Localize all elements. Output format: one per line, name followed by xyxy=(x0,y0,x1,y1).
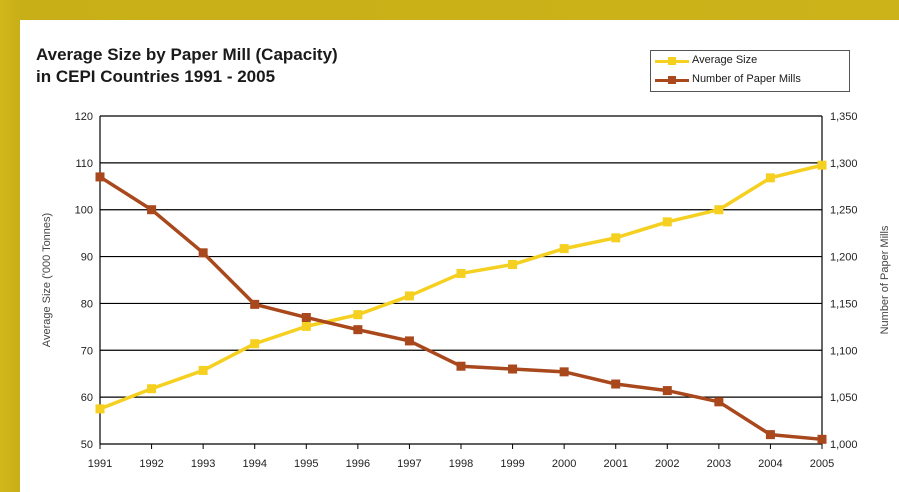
data-point-number-of-paper-mills xyxy=(353,325,363,335)
data-point-average-size xyxy=(95,404,105,414)
y-left-tick-label: 100 xyxy=(75,205,93,217)
data-point-average-size xyxy=(714,205,724,215)
chart-title: Average Size by Paper Mill (Capacity) in… xyxy=(36,44,338,88)
y-left-tick-label: 70 xyxy=(81,345,93,357)
data-point-number-of-paper-mills xyxy=(714,397,724,407)
x-tick-label: 1993 xyxy=(191,458,215,470)
y-right-tick-label: 1,250 xyxy=(830,205,858,217)
x-tick-label: 2003 xyxy=(707,458,731,470)
data-point-average-size xyxy=(456,268,466,278)
series-line-number-of-paper-mills xyxy=(99,175,823,442)
data-point-number-of-paper-mills xyxy=(456,361,466,371)
x-tick-label: 2000 xyxy=(552,458,576,470)
y-left-axis-title: Average Size ('000 Tonnes) xyxy=(41,213,53,347)
data-point-number-of-paper-mills xyxy=(404,336,414,346)
y-left-tick-label: 90 xyxy=(81,252,93,264)
x-tick-label: 1992 xyxy=(139,458,163,470)
legend-label-number-of-paper-mills: Number of Paper Mills xyxy=(692,73,801,85)
y-left-tick-label: 80 xyxy=(81,298,93,310)
data-point-number-of-paper-mills xyxy=(301,312,311,322)
data-point-average-size xyxy=(198,365,208,375)
y-left-tick-label: 60 xyxy=(81,392,93,404)
x-tick-label: 1994 xyxy=(242,458,266,470)
data-point-number-of-paper-mills xyxy=(147,205,157,215)
data-point-average-size xyxy=(147,384,157,394)
x-tick-label: 2001 xyxy=(603,458,627,470)
y-right-tick-label: 1,150 xyxy=(830,298,858,310)
data-point-number-of-paper-mills xyxy=(198,248,208,258)
data-point-number-of-paper-mills xyxy=(662,386,672,396)
x-tick-label: 1998 xyxy=(449,458,473,470)
data-point-average-size xyxy=(508,260,518,270)
x-tick-label: 1995 xyxy=(294,458,318,470)
data-point-average-size xyxy=(817,160,827,170)
data-point-number-of-paper-mills xyxy=(559,367,569,377)
x-tick-label: 1991 xyxy=(88,458,112,470)
legend-marker-average-size xyxy=(668,57,676,65)
x-tick-label: 2004 xyxy=(758,458,782,470)
y-right-tick-label: 1,350 xyxy=(830,111,858,123)
x-tick-label: 1997 xyxy=(397,458,421,470)
y-right-tick-label: 1,300 xyxy=(830,158,858,170)
data-point-average-size xyxy=(301,321,311,331)
chart-title-line-2: in CEPI Countries 1991 - 2005 xyxy=(36,67,276,86)
data-point-average-size xyxy=(765,173,775,183)
y-right-axis-title: Number of Paper Mills xyxy=(879,225,891,334)
y-left-tick-label: 120 xyxy=(75,111,93,123)
data-point-number-of-paper-mills xyxy=(611,379,621,389)
data-point-average-size xyxy=(404,291,414,301)
legend-marker-number-of-paper-mills xyxy=(668,76,676,84)
y-left-tick-label: 110 xyxy=(75,158,93,170)
data-point-average-size xyxy=(353,310,363,320)
x-tick-label: 1999 xyxy=(500,458,524,470)
chart-title-line-1: Average Size by Paper Mill (Capacity) xyxy=(36,45,338,64)
data-point-number-of-paper-mills xyxy=(817,434,827,444)
data-point-number-of-paper-mills xyxy=(508,364,518,374)
y-right-tick-label: 1,050 xyxy=(830,392,858,404)
x-tick-label: 2005 xyxy=(810,458,834,470)
y-left-tick-label: 50 xyxy=(81,439,93,451)
x-tick-label: 1996 xyxy=(346,458,370,470)
series-line-average-size xyxy=(99,163,823,411)
x-tick-label: 2002 xyxy=(655,458,679,470)
y-right-tick-label: 1,000 xyxy=(830,439,858,451)
y-right-tick-label: 1,100 xyxy=(830,345,858,357)
chart-legend: Average Size Number of Paper Mills xyxy=(650,50,850,92)
data-point-number-of-paper-mills xyxy=(250,299,260,309)
data-point-average-size xyxy=(559,244,569,254)
data-point-average-size xyxy=(611,233,621,243)
data-point-average-size xyxy=(662,217,672,227)
legend-label-average-size: Average Size xyxy=(692,54,758,66)
y-right-tick-label: 1,200 xyxy=(830,252,858,264)
data-point-number-of-paper-mills xyxy=(765,430,775,440)
data-point-number-of-paper-mills xyxy=(95,172,105,182)
data-point-average-size xyxy=(250,339,260,349)
